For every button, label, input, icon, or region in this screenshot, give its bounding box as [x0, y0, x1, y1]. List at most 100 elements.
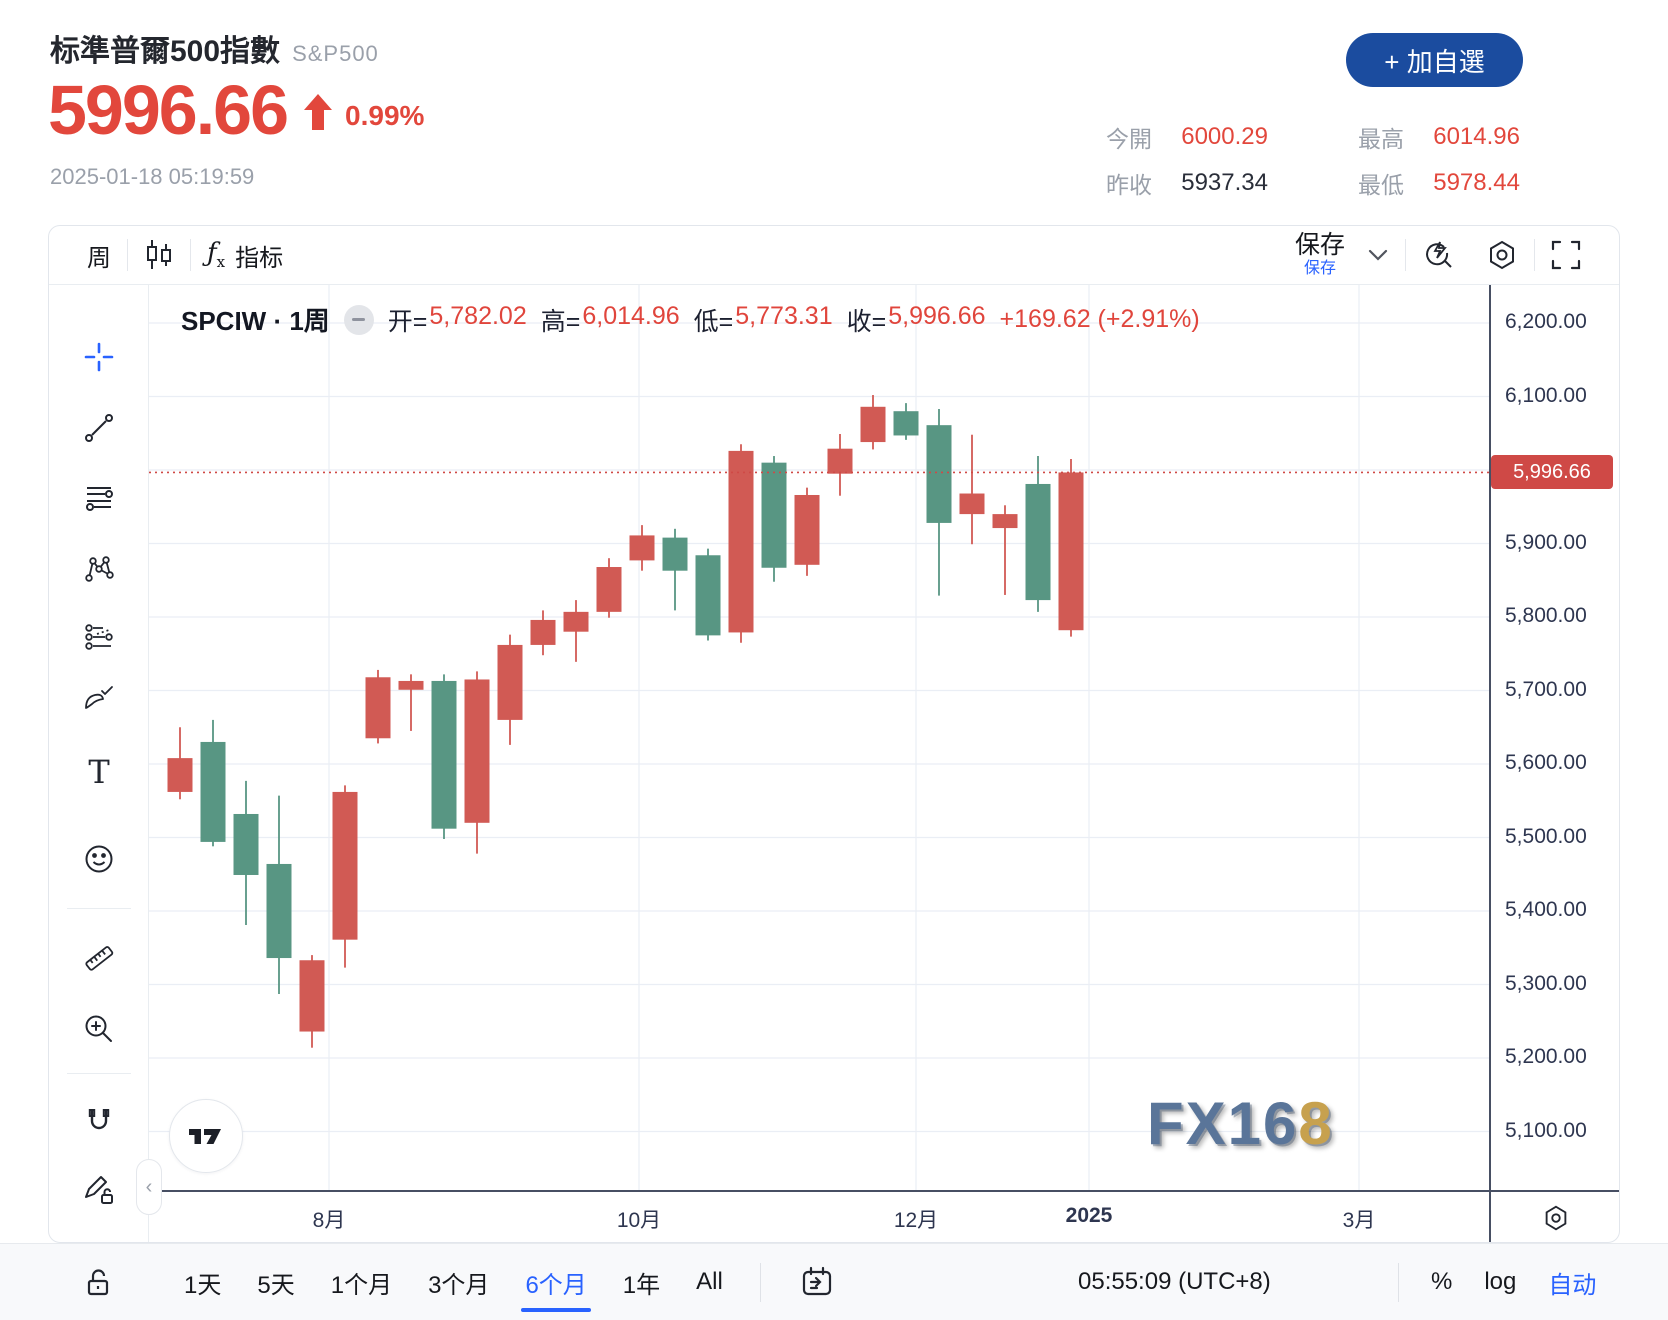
quote-stats: 今開 6000.29 最高 6014.96 昨收 5937.34 最低 5978… — [1092, 114, 1520, 206]
save-menu-button[interactable] — [1351, 248, 1405, 262]
price-axis[interactable]: 5,996.66 6,200.00 6,100.00 5,900.00 5,800.0… — [1489, 285, 1619, 1190]
y-tick: 5,300.00 — [1505, 971, 1587, 995]
scale-percent[interactable]: % — [1431, 1268, 1453, 1295]
save-button[interactable]: 保存 保存 — [1289, 233, 1351, 277]
x-tick: 8月 — [312, 1209, 346, 1232]
scale-log[interactable]: log — [1484, 1268, 1517, 1295]
collapse-sidebar-button[interactable]: ‹ — [136, 1159, 162, 1215]
last-price: 5996.66 — [48, 71, 289, 149]
stat-prevclose-label: 昨收 — [1106, 172, 1152, 198]
legend-close: 收= 5,996.66 — [846, 301, 986, 336]
range-3m[interactable]: 3个月 — [428, 1271, 490, 1299]
chart-body: T — [49, 285, 1619, 1242]
scale-auto[interactable]: 自动 — [1548, 1271, 1597, 1299]
save-label: 保存 — [1294, 231, 1345, 259]
interval-label: 周 — [87, 244, 111, 272]
indicators-button[interactable]: ƒx 指标 — [191, 238, 299, 273]
toolbar-divider — [760, 1263, 761, 1302]
scale-options: % log 自动 — [1398, 1244, 1596, 1320]
flash-search-icon — [1422, 239, 1454, 271]
lock-icon[interactable] — [84, 1267, 114, 1299]
function-icon: ƒx — [207, 238, 226, 272]
chart-settings-button[interactable] — [1470, 239, 1534, 271]
chart-type-button[interactable] — [128, 238, 190, 272]
crosshair-tool[interactable] — [76, 334, 122, 380]
trend-line-tool[interactable] — [76, 405, 122, 451]
horizontal-lines-tool[interactable] — [76, 475, 122, 521]
chevron-down-icon — [1367, 248, 1389, 262]
chart-legend: SPCIW · 1周 开= 5,782.02 高= 6,014.96 低= 5,773… — [181, 301, 1200, 338]
sidebar-divider — [67, 908, 131, 909]
stat-high-value: 6014.96 — [1433, 123, 1520, 150]
y-tick: 5,800.00 — [1505, 604, 1587, 627]
arrow-up-icon — [303, 94, 333, 130]
toolbar-divider — [127, 239, 128, 271]
legend-open: 开= 5,782.02 — [387, 301, 527, 336]
y-tick: 5,600.00 — [1505, 751, 1587, 774]
x-tick: 3月 — [1342, 1209, 1376, 1232]
chart-plot-area[interactable]: SPCIW · 1周 开= 5,782.02 高= 6,014.96 低= 5,773… — [136, 285, 1489, 1215]
page-title: 标準普爾500指數 — [50, 35, 281, 68]
fullscreen-button[interactable] — [1535, 240, 1597, 270]
indicators-label: 指标 — [235, 244, 284, 272]
legend-series: SPCIW · 1周 — [181, 306, 330, 336]
chart-panel: 周 ƒx 指标 保存 保存 — [48, 225, 1620, 1243]
drawing-lock-tool[interactable] — [76, 1165, 122, 1211]
range-selector: 1天 5天 1个月 3个月 6个月 1年 All — [184, 1244, 723, 1320]
stat-low-value: 5978.44 — [1433, 169, 1520, 196]
y-tick: 5,900.00 — [1505, 530, 1587, 554]
chevron-left-icon: ‹ — [145, 1175, 153, 1198]
zoom-in-tool[interactable] — [76, 1006, 122, 1052]
y-tick: 5,400.00 — [1505, 898, 1587, 921]
brush-tool[interactable] — [76, 675, 122, 721]
goto-date-button[interactable] — [800, 1265, 834, 1299]
stat-prevclose-value: 5937.34 — [1181, 169, 1268, 196]
x-tick: 2025 — [1065, 1204, 1113, 1227]
interval-button[interactable]: 周 — [71, 238, 127, 273]
stat-high-label: 最高 — [1358, 126, 1404, 152]
xabcd-pattern-tool[interactable] — [76, 546, 122, 592]
toolbar-divider — [190, 239, 191, 271]
range-1y[interactable]: 1年 — [622, 1271, 661, 1299]
session-clock[interactable]: 05:55:09 (UTC+8) — [1078, 1268, 1271, 1295]
forecast-tool[interactable] — [76, 614, 122, 660]
stat-open-label: 今開 — [1106, 126, 1152, 152]
range-6m[interactable]: 6个月 — [521, 1265, 592, 1312]
drawing-toolbar: T — [49, 285, 149, 1242]
x-tick: 12月 — [893, 1209, 939, 1232]
legend-high: 高= 6,014.96 — [540, 301, 680, 336]
y-tick: 6,200.00 — [1505, 310, 1587, 333]
candlestick-chart[interactable] — [149, 285, 1489, 1190]
measure-tool[interactable] — [76, 935, 122, 981]
time-axis[interactable]: 8月 10月 12月 2025 3月 — [149, 1190, 1489, 1242]
chart-toolbar: 周 ƒx 指标 保存 保存 — [49, 226, 1619, 285]
range-all[interactable]: All — [696, 1268, 723, 1295]
hide-series-button[interactable] — [343, 304, 374, 335]
y-tick: 5,500.00 — [1505, 824, 1587, 848]
y-tick: 5,700.00 — [1505, 677, 1587, 701]
fx168-watermark: FX168 — [1147, 1090, 1334, 1157]
emoji-tool[interactable] — [76, 836, 122, 882]
instrument-header: 标準普爾500指數 S&P500 — [50, 26, 379, 70]
add-watchlist-button[interactable]: + 加自選 — [1346, 33, 1523, 87]
quote-timestamp: 2025-01-18 05:19:59 — [50, 164, 255, 189]
candlestick-icon — [144, 238, 174, 272]
tradingview-logo[interactable] — [169, 1099, 243, 1173]
save-sub-label: 保存 — [1303, 260, 1336, 277]
axis-corner — [1489, 1190, 1619, 1242]
range-1d[interactable]: 1天 — [184, 1271, 222, 1299]
range-5d[interactable]: 5天 — [257, 1271, 295, 1299]
y-tick: 5,100.00 — [1505, 1118, 1587, 1142]
text-tool[interactable]: T — [88, 753, 110, 791]
toolbar-divider — [1398, 1262, 1399, 1302]
magnet-tool[interactable] — [76, 1099, 122, 1145]
quick-search-button[interactable] — [1406, 239, 1470, 271]
legend-low: 低= 5,773.31 — [693, 301, 833, 336]
symbol-code: S&P500 — [292, 41, 379, 66]
change-percent: 0.99% — [345, 100, 425, 131]
axis-settings-icon[interactable] — [1541, 1203, 1571, 1233]
toolbar-divider — [1405, 239, 1406, 271]
range-1m[interactable]: 1个月 — [330, 1271, 393, 1299]
fullscreen-icon — [1551, 240, 1581, 270]
gear-icon — [1486, 239, 1518, 271]
